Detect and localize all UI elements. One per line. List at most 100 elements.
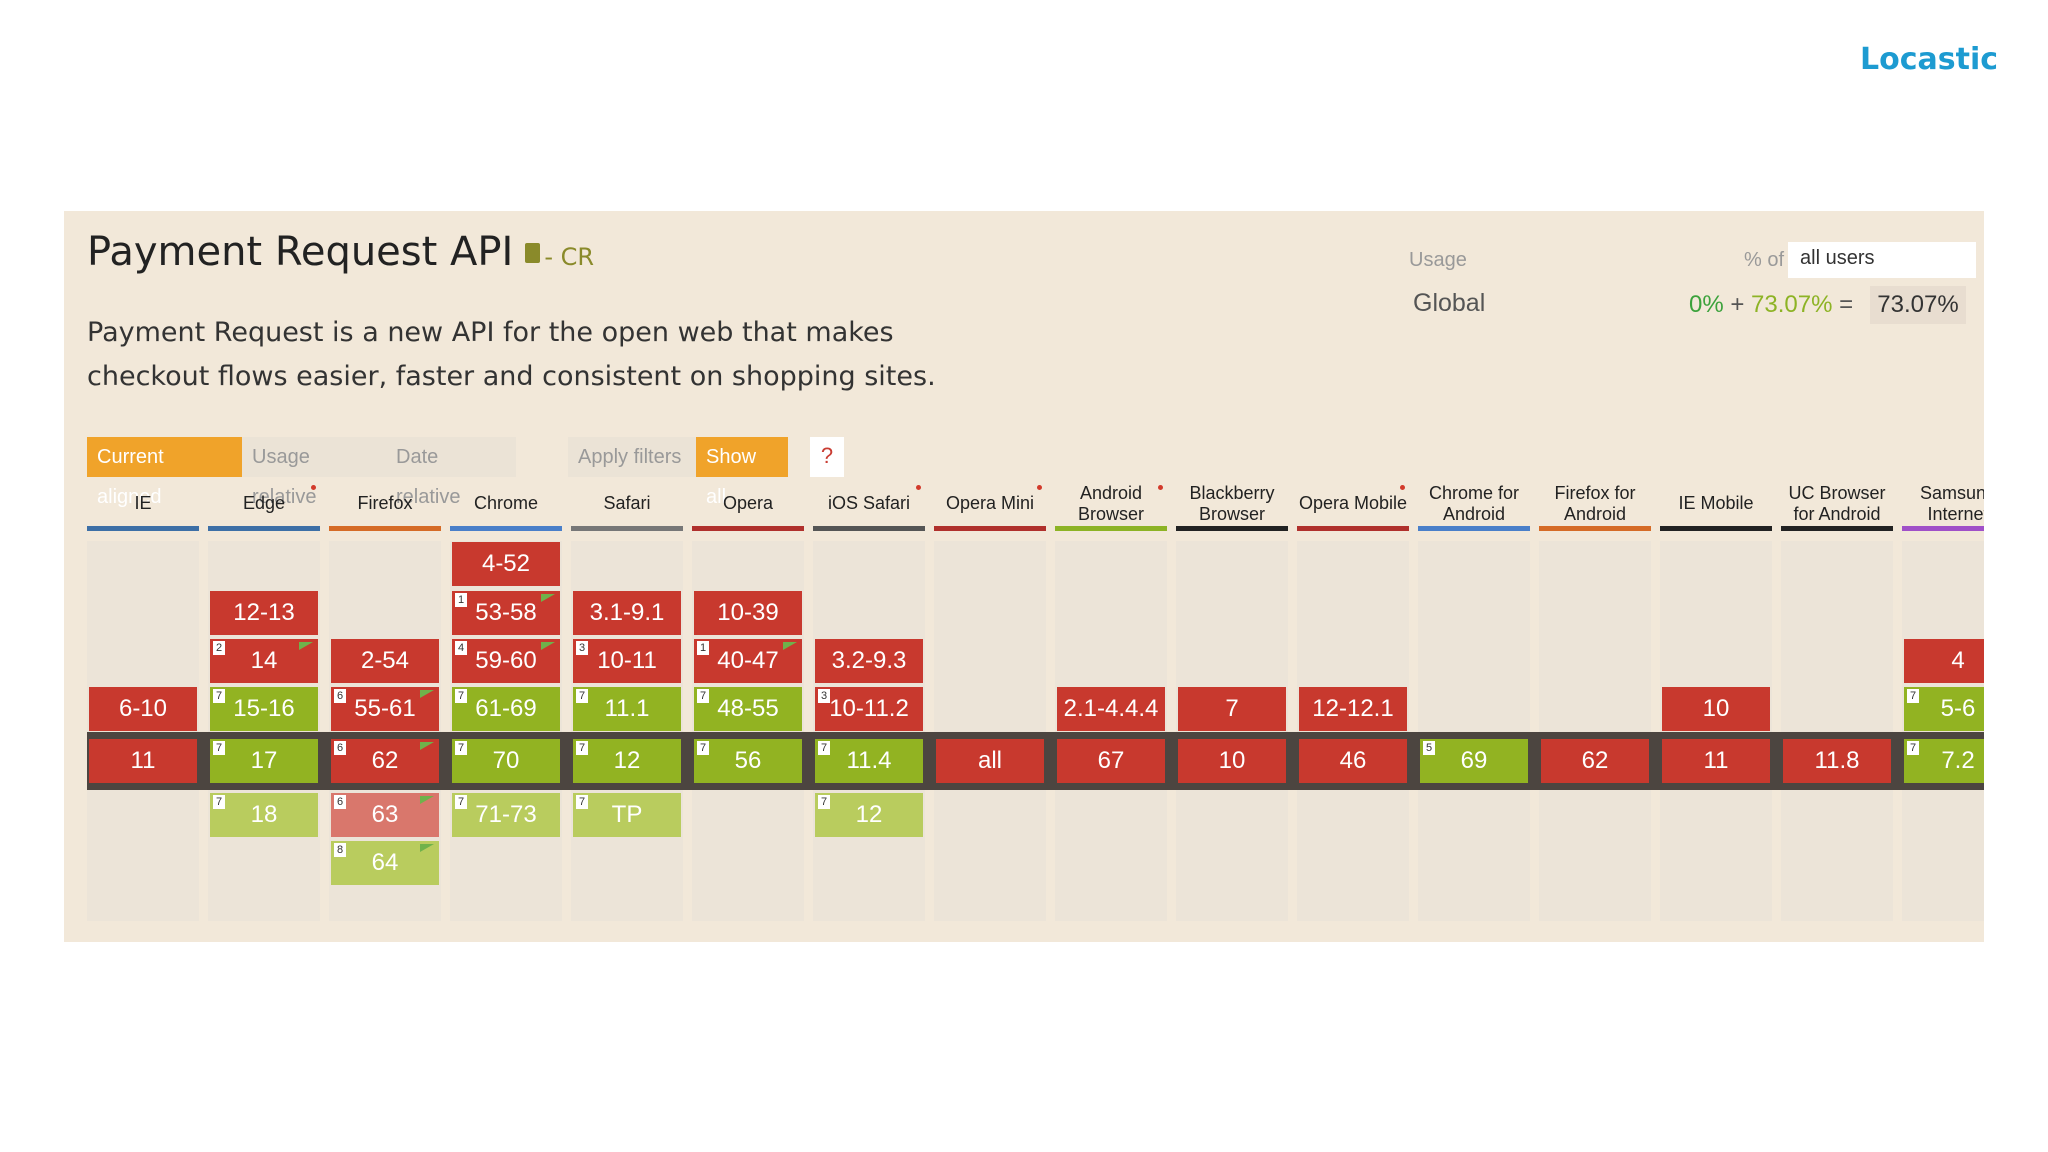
browser-header-opera-mini[interactable]: Opera Mini (934, 481, 1046, 531)
version-cell[interactable]: TP 7 (573, 793, 681, 837)
version-cell[interactable]: 10 (1662, 687, 1770, 731)
version-cell[interactable]: 62 6 (331, 739, 439, 783)
version-cell[interactable]: 2.1-4.4.4 (1057, 687, 1165, 731)
version-cell[interactable]: 10-11.2 3 (815, 687, 923, 731)
footnote-badge: 1 (455, 593, 467, 607)
browser-header-opera[interactable]: Opera (692, 481, 804, 531)
usage-region: Global (1413, 289, 1486, 317)
column-stripe (1418, 541, 1530, 921)
browser-header-ie-mobile[interactable]: IE Mobile (1660, 481, 1772, 531)
feature-panel: Payment Request API - CR Payment Request … (64, 211, 1984, 942)
version-cell[interactable]: 15-16 7 (210, 687, 318, 731)
version-cell[interactable]: 10-39 (694, 591, 802, 635)
page-title: Payment Request API (87, 229, 514, 275)
browser-header-uc-browser-for-android[interactable]: UC Browser for Android (1781, 481, 1893, 531)
version-cell[interactable]: 18 7 (210, 793, 318, 837)
browser-name: iOS Safari (827, 493, 911, 513)
version-cell[interactable]: 11 (1662, 739, 1770, 783)
version-cell[interactable]: 3.2-9.3 (815, 639, 923, 683)
user-filter-select[interactable]: all users (1788, 242, 1976, 278)
usage-relative-button[interactable]: Usage relative (242, 437, 386, 508)
footnote-badge: 6 (334, 741, 346, 755)
flag-icon (783, 642, 797, 650)
flag-icon (420, 690, 434, 698)
footnote-badge: 7 (1907, 741, 1919, 755)
usage-partial: 73.07% (1751, 291, 1833, 318)
browser-header-android-browser[interactable]: Android Browser (1055, 481, 1167, 531)
version-cell[interactable]: 62 (1541, 739, 1649, 783)
browser-header-firefox[interactable]: Firefox (329, 481, 441, 531)
browser-name: IE (134, 493, 152, 513)
version-cell[interactable]: 2-54 (331, 639, 439, 683)
spec-status[interactable]: - CR (544, 243, 595, 271)
browser-header-blackberry-browser[interactable]: Blackberry Browser (1176, 481, 1288, 531)
version-cell[interactable]: 69 5 (1420, 739, 1528, 783)
date-relative-button[interactable]: Date relative (386, 437, 516, 508)
version-cell[interactable]: 17 7 (210, 739, 318, 783)
version-cell[interactable]: 6-10 (89, 687, 197, 731)
footnote-badge: 7 (1907, 689, 1919, 703)
browser-header-firefox-for-android[interactable]: Firefox for Android (1539, 481, 1651, 531)
version-cell[interactable]: 71-73 7 (452, 793, 560, 837)
version-cell[interactable]: 56 7 (694, 739, 802, 783)
browser-header-edge[interactable]: Edge (208, 481, 320, 531)
browser-header-ios-safari[interactable]: iOS Safari (813, 481, 925, 531)
version-cell[interactable]: 7.2 7 (1904, 739, 1984, 783)
version-label: 7.2 (1941, 747, 1975, 774)
help-button[interactable]: ? (810, 437, 844, 477)
browser-header-chrome[interactable]: Chrome (450, 481, 562, 531)
version-cell[interactable]: 11.4 7 (815, 739, 923, 783)
version-cell[interactable]: 10 (1178, 739, 1286, 783)
browser-header-chrome-for-android[interactable]: Chrome for Android (1418, 481, 1530, 531)
version-cell[interactable]: all (936, 739, 1044, 783)
footnote-badge: 7 (576, 689, 588, 703)
show-all-button[interactable]: Show all (696, 437, 788, 508)
version-cell[interactable]: 53-58 1 (452, 591, 560, 635)
version-cell[interactable]: 40-47 1 (694, 639, 802, 683)
browser-header-samsung-internet[interactable]: Samsung Internet (1902, 481, 1984, 531)
version-cell[interactable]: 59-60 4 (452, 639, 560, 683)
version-cell[interactable]: 48-55 7 (694, 687, 802, 731)
version-cell[interactable]: 4 (1904, 639, 1984, 683)
plus-sign: + (1730, 291, 1745, 318)
browser-name: Firefox for Android (1554, 482, 1636, 524)
browser-header-opera-mobile[interactable]: Opera Mobile (1297, 481, 1409, 531)
footnote-badge: 7 (818, 795, 830, 809)
browser-name: Firefox (357, 493, 413, 513)
version-cell[interactable]: 11 (89, 739, 197, 783)
browser-header-ie[interactable]: IE (87, 481, 199, 531)
version-cell[interactable]: 3.1-9.1 (573, 591, 681, 635)
version-label: 6-10 (118, 695, 168, 722)
version-cell[interactable]: 63 6 (331, 793, 439, 837)
version-label: 12-13 (233, 599, 295, 626)
version-label: 10-11.2 (829, 695, 909, 722)
version-cell[interactable]: 12 7 (573, 739, 681, 783)
version-cell[interactable]: 14 2 (210, 639, 318, 683)
version-cell[interactable]: 64 8 (331, 841, 439, 885)
version-label: 62 (1581, 747, 1609, 774)
column-stripe (1176, 541, 1288, 921)
version-cell[interactable]: 4-52 (452, 542, 560, 586)
column-stripe (1055, 541, 1167, 921)
version-cell[interactable]: 7 (1178, 687, 1286, 731)
version-cell[interactable]: 61-69 7 (452, 687, 560, 731)
version-cell[interactable]: 10-11 3 (573, 639, 681, 683)
prefix-dot-icon (311, 485, 316, 490)
version-cell[interactable]: 12-12.1 (1299, 687, 1407, 731)
column-stripe (1660, 541, 1772, 921)
version-cell[interactable]: 67 (1057, 739, 1165, 783)
version-label: 46 (1339, 747, 1367, 774)
version-cell[interactable]: 70 7 (452, 739, 560, 783)
version-label: 67 (1097, 747, 1125, 774)
version-cell[interactable]: 46 (1299, 739, 1407, 783)
current-aligned-button[interactable]: Current aligned (87, 437, 242, 508)
version-cell[interactable]: 11.1 7 (573, 687, 681, 731)
browser-header-safari[interactable]: Safari (571, 481, 683, 531)
version-cell[interactable]: 11.8 (1783, 739, 1891, 783)
version-cell[interactable]: 5-6 7 (1904, 687, 1984, 731)
version-cell[interactable]: 12 7 (815, 793, 923, 837)
version-cell[interactable]: 55-61 6 (331, 687, 439, 731)
apply-filters-button[interactable]: Apply filters (568, 437, 696, 477)
version-cell[interactable]: 12-13 (210, 591, 318, 635)
column-stripe (1297, 541, 1409, 921)
